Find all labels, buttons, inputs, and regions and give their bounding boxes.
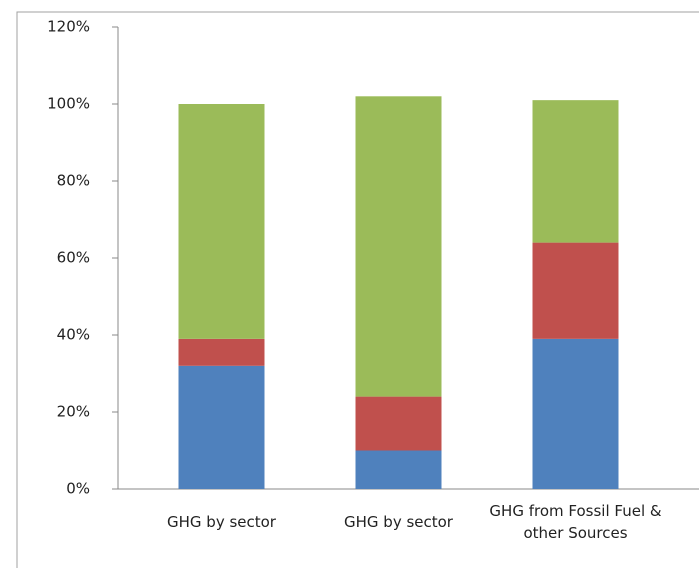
y-tick-label: 100%: [47, 95, 90, 113]
y-tick-label: 80%: [57, 172, 90, 190]
bar-segment: [355, 96, 442, 397]
y-tick-label: 20%: [57, 403, 90, 421]
x-tick-label: GHG by sector: [344, 513, 453, 531]
y-tick-label: 40%: [57, 326, 90, 344]
bar-segment: [178, 365, 265, 489]
x-tick-label: GHG by sector: [167, 513, 276, 531]
bar-segment: [532, 338, 619, 489]
x-tick-label: GHG from Fossil Fuel & other Sources: [489, 502, 662, 542]
bar-segment: [178, 338, 265, 366]
bar-segment: [532, 242, 619, 339]
bar-segment: [178, 104, 265, 339]
y-tick-label: 0%: [66, 480, 90, 498]
bar-segment: [532, 100, 619, 243]
y-tick-label: 120%: [47, 18, 90, 36]
bar-segment: [355, 450, 442, 489]
chart-frame: [16, 11, 699, 568]
y-tick-label: 60%: [57, 249, 90, 267]
bar-segment: [355, 396, 442, 451]
